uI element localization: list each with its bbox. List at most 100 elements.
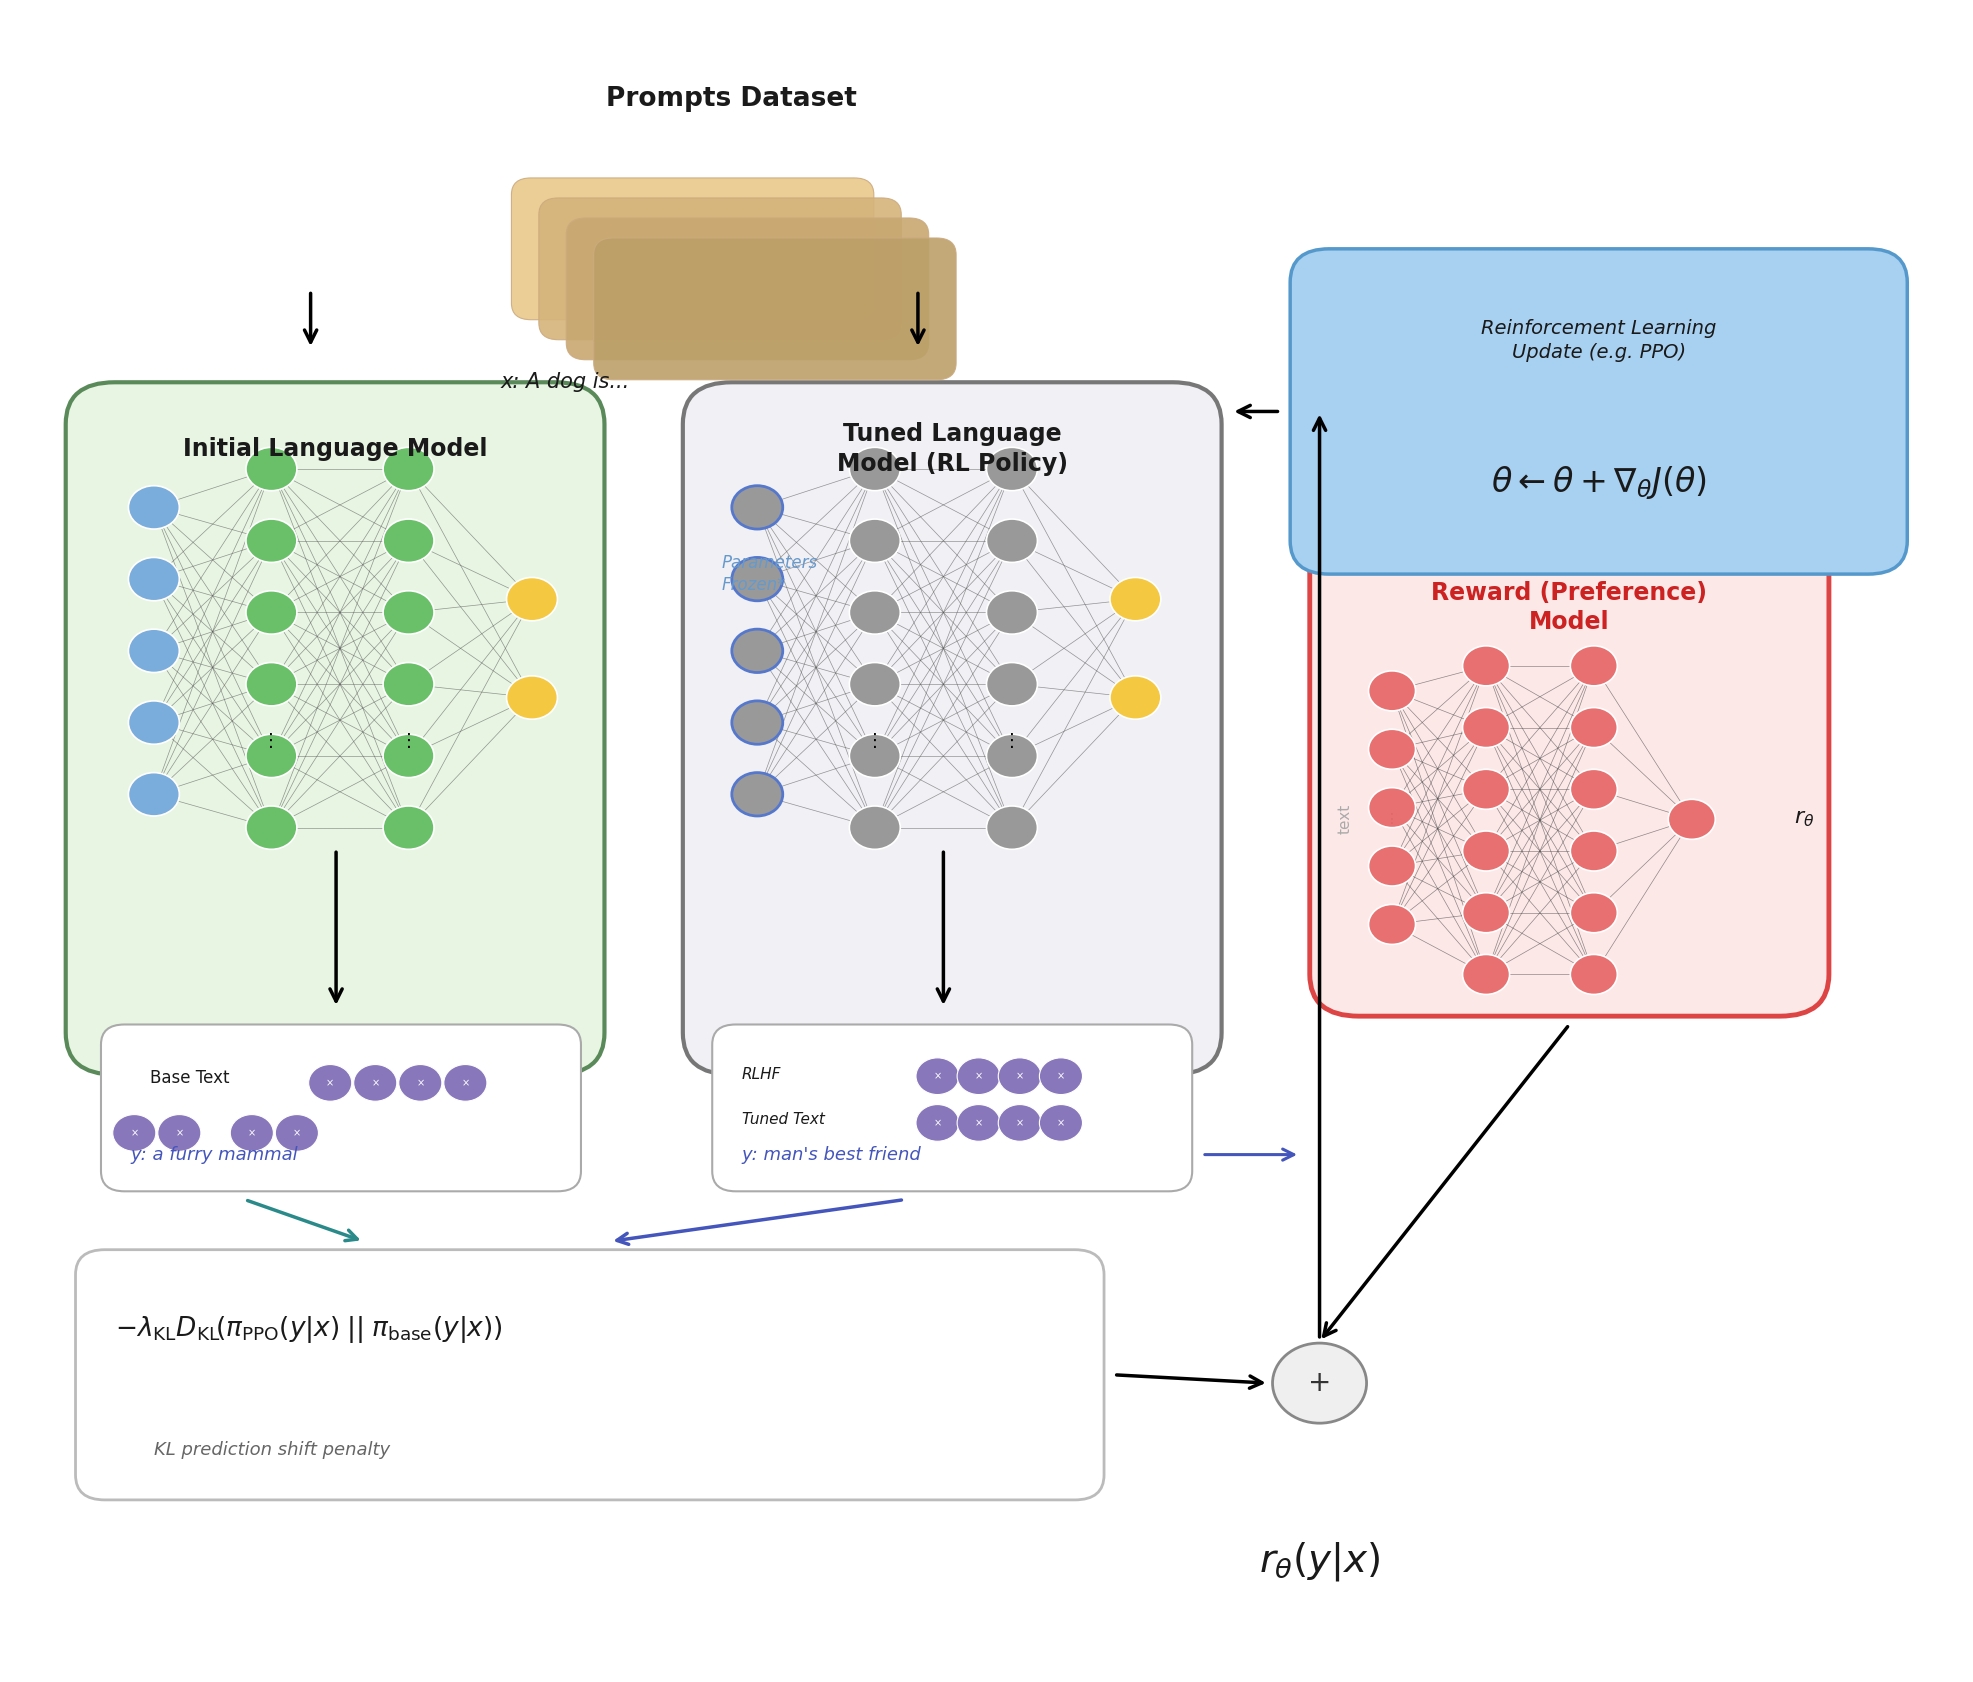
Circle shape [1571, 954, 1618, 994]
Text: ×: × [371, 1078, 379, 1088]
Circle shape [1111, 676, 1160, 720]
Text: ×: × [416, 1078, 424, 1088]
Circle shape [128, 557, 180, 600]
Circle shape [986, 663, 1038, 706]
Circle shape [1369, 846, 1415, 886]
Circle shape [1669, 799, 1715, 839]
Text: ×: × [249, 1129, 256, 1139]
Text: Parameters
Frozen*: Parameters Frozen* [722, 553, 819, 594]
Circle shape [1040, 1058, 1083, 1095]
Circle shape [247, 447, 296, 491]
Circle shape [247, 806, 296, 849]
FancyBboxPatch shape [65, 382, 604, 1075]
FancyBboxPatch shape [75, 1250, 1105, 1500]
Text: +: + [1308, 1369, 1332, 1398]
Text: ⋮: ⋮ [262, 732, 280, 750]
Circle shape [276, 1115, 318, 1150]
Text: ×: × [462, 1078, 470, 1088]
Text: ⋮: ⋮ [866, 732, 884, 750]
Text: ⋮: ⋮ [401, 732, 418, 750]
Text: text: text [1338, 804, 1353, 834]
Circle shape [1111, 577, 1160, 621]
Text: ×: × [975, 1071, 983, 1082]
Text: ×: × [1016, 1071, 1024, 1082]
Circle shape [353, 1065, 397, 1102]
Text: ×: × [1058, 1119, 1065, 1129]
Text: x: A dog is...: x: A dog is... [501, 372, 629, 392]
Text: $r_\theta$: $r_\theta$ [1793, 809, 1813, 829]
Circle shape [128, 701, 180, 743]
Circle shape [383, 520, 434, 562]
Circle shape [1369, 787, 1415, 828]
Text: ⋮: ⋮ [1002, 732, 1020, 750]
Text: ⋮: ⋮ [1385, 812, 1399, 826]
Text: Reward (Preference)
Model: Reward (Preference) Model [1430, 580, 1707, 634]
Circle shape [1571, 769, 1618, 809]
Circle shape [915, 1105, 959, 1142]
Text: ×: × [326, 1078, 333, 1088]
Circle shape [383, 806, 434, 849]
Circle shape [1462, 893, 1509, 934]
Circle shape [128, 772, 180, 816]
Circle shape [247, 520, 296, 562]
Circle shape [1571, 893, 1618, 934]
Text: ×: × [975, 1119, 983, 1129]
Circle shape [848, 520, 900, 562]
Text: KL prediction shift penalty: KL prediction shift penalty [154, 1441, 391, 1458]
Text: Tuned Language
Model (RL Policy): Tuned Language Model (RL Policy) [837, 422, 1067, 476]
Circle shape [998, 1105, 1042, 1142]
Circle shape [247, 735, 296, 777]
Circle shape [1462, 708, 1509, 747]
Text: ×: × [130, 1129, 138, 1139]
Circle shape [247, 590, 296, 634]
Text: y: man's best friend: y: man's best friend [742, 1145, 921, 1164]
Circle shape [986, 590, 1038, 634]
Circle shape [308, 1065, 351, 1102]
Circle shape [732, 701, 783, 743]
Text: RLHF: RLHF [742, 1066, 781, 1082]
Text: y: a furry mammal: y: a furry mammal [130, 1145, 298, 1164]
Text: $\theta \leftarrow \theta + \nabla_\theta J(\theta)$: $\theta \leftarrow \theta + \nabla_\thet… [1492, 464, 1707, 501]
Circle shape [1571, 831, 1618, 871]
Text: Prompts Dataset: Prompts Dataset [606, 86, 856, 111]
Circle shape [1273, 1344, 1367, 1423]
Text: Reinforcement Learning
Update (e.g. PPO): Reinforcement Learning Update (e.g. PPO) [1482, 320, 1717, 362]
Text: ×: × [1058, 1071, 1065, 1082]
Text: ×: × [1016, 1119, 1024, 1129]
Circle shape [848, 735, 900, 777]
Circle shape [986, 806, 1038, 849]
Text: $-\lambda_\mathrm{KL}D_\mathrm{KL}\!\left(\pi_\mathrm{PPO}(y|x)\;||\;\pi_\mathrm: $-\lambda_\mathrm{KL}D_\mathrm{KL}\!\lef… [114, 1314, 503, 1346]
Circle shape [848, 590, 900, 634]
Circle shape [732, 486, 783, 530]
Circle shape [383, 663, 434, 706]
Circle shape [848, 663, 900, 706]
Circle shape [383, 447, 434, 491]
Text: ×: × [933, 1071, 941, 1082]
Circle shape [732, 629, 783, 673]
Text: Initial Language Model: Initial Language Model [183, 437, 487, 461]
Text: ×: × [933, 1119, 941, 1129]
Circle shape [957, 1058, 1000, 1095]
FancyBboxPatch shape [101, 1024, 580, 1191]
FancyBboxPatch shape [683, 382, 1221, 1075]
Circle shape [507, 577, 558, 621]
Circle shape [1369, 905, 1415, 944]
Circle shape [986, 735, 1038, 777]
FancyBboxPatch shape [712, 1024, 1192, 1191]
Circle shape [957, 1105, 1000, 1142]
Circle shape [1462, 769, 1509, 809]
Circle shape [986, 520, 1038, 562]
Circle shape [1571, 646, 1618, 686]
Circle shape [507, 676, 558, 720]
Circle shape [998, 1058, 1042, 1095]
Circle shape [1462, 831, 1509, 871]
Text: Tuned Text: Tuned Text [742, 1112, 825, 1127]
Circle shape [1462, 646, 1509, 686]
Circle shape [1462, 954, 1509, 994]
Circle shape [1369, 671, 1415, 711]
Circle shape [231, 1115, 274, 1150]
Circle shape [848, 806, 900, 849]
Circle shape [128, 486, 180, 530]
Circle shape [247, 663, 296, 706]
Circle shape [915, 1058, 959, 1095]
